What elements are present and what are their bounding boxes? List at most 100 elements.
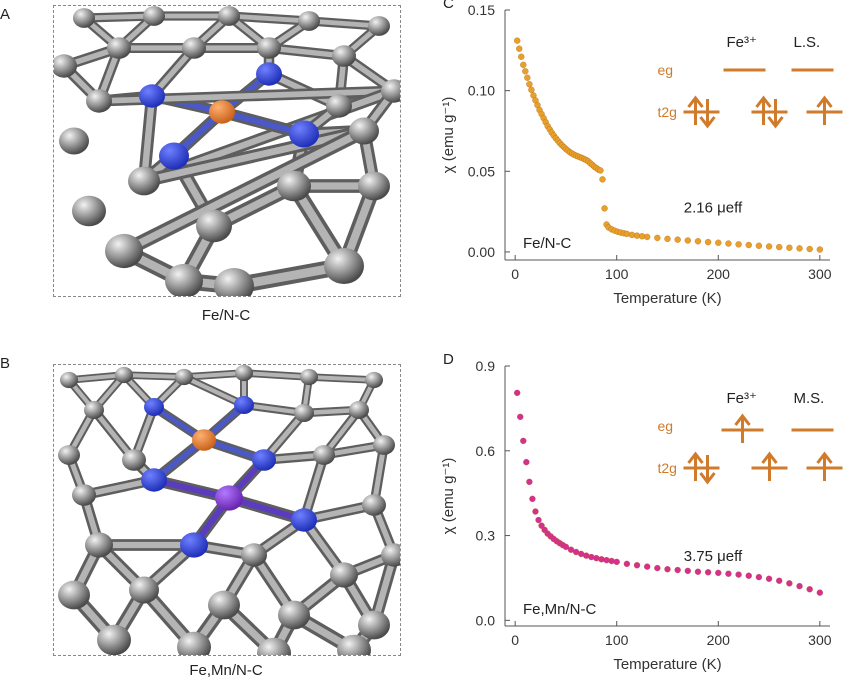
carbon-atom (300, 368, 318, 386)
data-point (529, 495, 536, 502)
panel-letter-a: A (0, 6, 11, 23)
data-point (597, 167, 604, 174)
carbon-atom (128, 166, 160, 196)
carbon-atom (84, 401, 104, 419)
data-point (644, 233, 651, 241)
effective-moment-label: 3.75 μeff (684, 548, 743, 565)
caption-fe-n-c: Fe/N-C (201, 307, 251, 324)
nitrogen-atom (234, 396, 254, 414)
iron-atom (192, 429, 216, 451)
data-point (514, 37, 521, 44)
nitrogen-atom (291, 508, 317, 532)
y-axis-label: χ (emu g⁻¹) (440, 458, 457, 535)
data-point (526, 478, 533, 486)
data-point (735, 571, 742, 578)
data-point (715, 239, 722, 246)
data-point (535, 516, 542, 524)
data-point (516, 45, 523, 52)
eg-label: eg (658, 418, 674, 434)
carbon-atom (208, 590, 240, 620)
sample-label: Fe/N-C (523, 235, 572, 252)
data-point (816, 589, 823, 596)
carbon-atom (196, 209, 232, 243)
effective-moment-label: 2.16 μeff (684, 200, 743, 217)
carbon-atom (72, 484, 96, 506)
carbon-atom (72, 195, 106, 227)
data-point (684, 237, 691, 244)
chart-c-fe-n-c: C 0.00 0.05 0.10 0.15 0 100 200 300 Temperature (… (440, 0, 843, 307)
x-tick-label: 200 (707, 632, 731, 648)
molecule-figure-fe-n-c (53, 5, 401, 297)
carbon-atom (129, 576, 159, 604)
carbon-atom (182, 37, 206, 59)
panel-letter-c: C (443, 0, 454, 12)
molecule-figure-fe-mn-n-c (53, 364, 401, 656)
panel-letter-d: D (443, 351, 454, 368)
carbon-atom (362, 494, 386, 516)
carbon-atom (313, 445, 335, 465)
data-point (517, 413, 524, 421)
y-tick-label: 0.15 (468, 2, 495, 18)
x-tick-label: 300 (808, 632, 832, 648)
x-tick-label: 100 (605, 632, 629, 648)
data-point (664, 235, 671, 243)
nitrogen-atom (144, 398, 164, 416)
y-tick-label: 0.00 (468, 244, 495, 260)
carbon-atom (365, 371, 383, 389)
data-point (526, 81, 533, 88)
carbon-atom (358, 610, 390, 640)
carbon-atom (59, 127, 89, 155)
data-point (796, 245, 803, 252)
data-point (644, 563, 651, 570)
y-axis-label: χ (emu g⁻¹) (440, 97, 457, 174)
data-point (523, 458, 530, 466)
carbon-atom (358, 171, 390, 201)
manganese-atom (215, 485, 243, 511)
data-point (725, 240, 732, 247)
data-point (522, 68, 529, 75)
spin-state-label: L.S. (794, 34, 821, 51)
data-point (755, 573, 763, 581)
data-point (786, 580, 793, 587)
nitrogen-atom (139, 84, 165, 108)
carbon-atom (381, 543, 400, 567)
carbon-atom (58, 445, 80, 465)
data-point (524, 74, 531, 81)
carbon-atom (257, 37, 281, 59)
y-tick-label: 0.05 (468, 163, 495, 179)
iron-atom (209, 100, 235, 124)
nitrogen-atom (256, 62, 282, 86)
y-tick-label: 0.0 (476, 612, 496, 628)
x-tick-label: 300 (808, 266, 832, 282)
data-point (562, 543, 570, 551)
carbon-atom (122, 449, 146, 471)
carbon-atom (349, 401, 369, 419)
data-point (776, 577, 783, 584)
x-tick-label: 100 (605, 266, 629, 282)
data-point (704, 569, 712, 576)
data-point (704, 238, 712, 246)
data-point (816, 246, 823, 253)
carbon-atom (143, 6, 165, 26)
carbon-atom (278, 600, 310, 630)
data-point (765, 243, 773, 250)
data-point (674, 566, 681, 574)
carbon-atom (218, 6, 240, 26)
carbon-atom (105, 233, 143, 269)
data-point (765, 575, 773, 582)
carbon-atom (73, 8, 95, 28)
carbon-atom (368, 16, 390, 36)
carbon-atom (241, 543, 267, 567)
carbon-atom (85, 532, 113, 558)
data-point (776, 243, 783, 251)
data-point (786, 244, 793, 251)
carbon-atom (60, 371, 78, 389)
carbon-atom (324, 248, 364, 284)
data-point (725, 570, 732, 577)
carbon-atom (349, 117, 379, 145)
data-point (694, 238, 702, 245)
carbon-atom (298, 11, 320, 31)
ion-label: Fe³⁺ (727, 34, 757, 51)
nitrogen-atom (159, 142, 189, 170)
x-axis-label: Temperature (K) (613, 656, 721, 673)
